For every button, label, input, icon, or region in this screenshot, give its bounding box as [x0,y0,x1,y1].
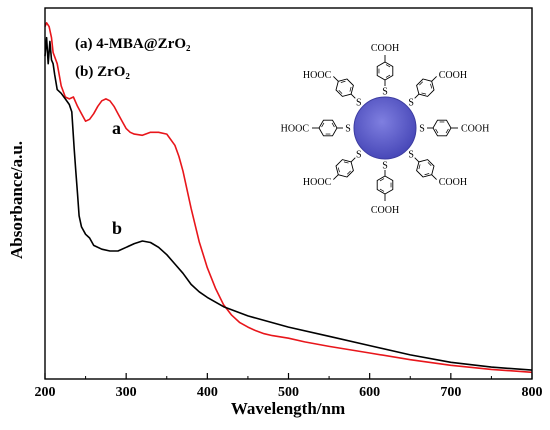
mba-arm: S COOH [408,70,467,109]
carboxyl-label: COOH [371,205,399,216]
x-tick-label-500: 500 [278,385,299,400]
x-tick-label-400: 400 [197,385,218,400]
series-layer [44,21,533,374]
benzene-ring [318,119,338,137]
sulfur-label: S [356,150,362,161]
mba-arm: S COOH [371,43,399,98]
molecule-inset: S COOH S COOH S COOH S COOH S COOH S HOOC S HOOC S HOOC [281,43,490,216]
series-line-b [44,36,533,371]
benzene-ring [416,78,435,97]
carboxyl-label: COOH [439,70,467,81]
curve-label-a: a [112,118,121,138]
benzene-ring [335,78,354,97]
x-tick-label-700: 700 [440,385,461,400]
sulfur-label: S [419,124,425,135]
ticks-layer: 200 300 400 500 600 700 800 [35,373,543,400]
x-tick-label-800: 800 [522,385,543,400]
sulfur-label: S [408,150,414,161]
carboxyl-label: COOH [439,177,467,188]
mba-arm: S COOH [419,119,489,137]
mba-arm: S HOOC [281,119,351,137]
carboxyl-label: COOH [371,43,399,54]
benzene-ring [432,119,452,137]
y-axis-title: Absorbance/a.u. [7,141,26,259]
carboxyl-label: COOH [461,124,489,135]
x-tick-label-300: 300 [116,385,137,400]
curve-label-b: b [112,218,122,238]
benzene-ring [416,159,435,178]
mba-arm: S HOOC [303,70,362,109]
mba-arm: S COOH [371,161,399,217]
zro2-sphere [353,96,417,160]
x-tick-label-200: 200 [35,385,56,400]
carboxyl-label: HOOC [281,124,310,135]
mba-arm: S HOOC [303,150,362,189]
sulfur-label: S [345,124,351,135]
sulfur-label: S [382,161,388,172]
legend-entry-a: (a) 4-MBA@ZrO₂ [75,36,191,52]
sulfur-label: S [408,97,414,108]
sulfur-label: S [356,97,362,108]
carboxyl-label: HOOC [303,70,332,81]
legend-entry-b: (b) ZrO₂ [75,64,130,80]
x-axis-title: Wavelength/nm [231,399,345,418]
sulfur-label: S [382,87,388,98]
x-tick-label-600: 600 [359,385,380,400]
legend: (a) 4-MBA@ZrO₂ (b) ZrO₂ [75,36,191,80]
benzene-ring [335,159,354,178]
benzene-ring [376,175,394,195]
carboxyl-label: HOOC [303,177,332,188]
series-line-a [44,21,533,374]
mba-arm: S COOH [408,150,467,189]
benzene-ring [376,61,394,81]
